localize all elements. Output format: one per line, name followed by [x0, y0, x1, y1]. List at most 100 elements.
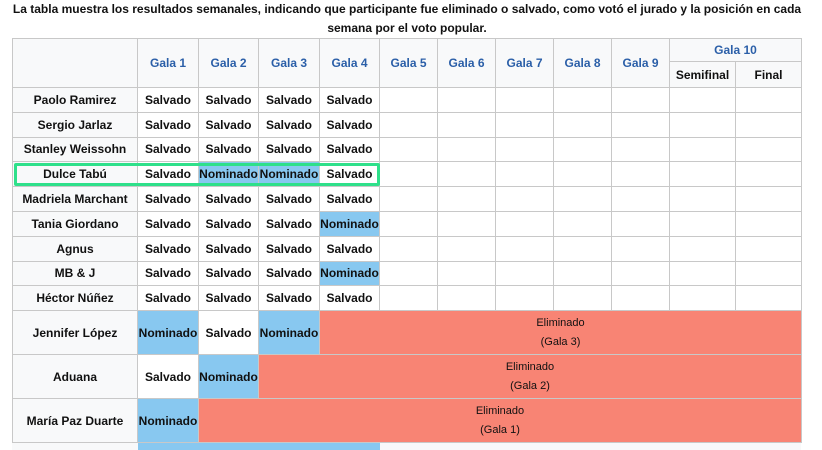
result-cell: Salvado [258, 87, 320, 113]
empty-cell [553, 235, 612, 262]
header-gala-1[interactable]: Gala 1 [137, 38, 199, 88]
contestant-name[interactable]: Héctor Núñez [12, 285, 138, 312]
contestant-name[interactable]: María Paz Duarte [12, 398, 138, 444]
result-cell: Nominado [198, 354, 259, 400]
empty-cell [495, 235, 554, 262]
empty-cell [379, 136, 438, 163]
table-row: Héctor Núñez Salvado Salvado Salvado Salvado [12, 285, 803, 312]
empty-cell [734, 285, 803, 312]
header-gala-10[interactable]: Gala 10 [668, 38, 803, 62]
result-cell: Salvado [319, 87, 380, 113]
empty-cell [437, 210, 496, 237]
empty-cell [669, 186, 736, 212]
table-row: Paolo Ramirez Salvado Salvado Salvado Salvad… [12, 87, 803, 113]
empty-cell [495, 87, 554, 113]
empty-cell [379, 260, 438, 287]
header-gala-6[interactable]: Gala 6 [437, 38, 496, 88]
contestant-name[interactable]: Jennifer López [12, 310, 138, 356]
contestant-name[interactable]: Paolo Ramirez [12, 87, 138, 113]
empty-cell [611, 111, 670, 138]
header-gala-3[interactable]: Gala 3 [258, 38, 320, 88]
result-cell: Salvado [198, 285, 259, 312]
table-row: Aduana Salvado Nominado Eliminado (Gala 2) [12, 354, 803, 400]
empty-cell [611, 260, 670, 287]
caption-line-2: semana por el voto popular. [327, 21, 487, 35]
result-cell: Salvado [198, 235, 259, 262]
contestant-name[interactable]: Agnus [12, 235, 138, 262]
result-cell: Salvado [198, 310, 259, 356]
empty-cell [379, 285, 438, 312]
table-row: Dulce Tabú Salvado Nominado Nominado Salvado [12, 161, 803, 188]
header-gala-7[interactable]: Gala 7 [495, 38, 554, 88]
header-gala-8[interactable]: Gala 8 [553, 38, 612, 88]
result-cell: Salvado [137, 87, 199, 113]
eliminated-gala: (Gala 3) [540, 335, 581, 348]
empty-cell [379, 235, 438, 262]
header-gala-9[interactable]: Gala 9 [611, 38, 670, 88]
next-row-nominado-cell [138, 443, 380, 450]
empty-cell [734, 87, 803, 113]
empty-cell [553, 186, 612, 212]
result-cell: Salvado [258, 186, 320, 212]
result-cell: Salvado [258, 260, 320, 287]
empty-cell [734, 210, 803, 237]
table-row: Tania Giordano Salvado Salvado Salvado Nomin… [12, 210, 803, 237]
results-table: Gala 1 Gala 2 Gala 3 Gala 4 Gala 5 Gala … [12, 38, 803, 444]
eliminated-label: Eliminado [475, 404, 525, 417]
result-cell: Salvado [198, 186, 259, 212]
empty-cell [553, 260, 612, 287]
contestant-name[interactable]: Sergio Jarlaz [12, 111, 138, 138]
empty-cell [437, 111, 496, 138]
header-gala-2[interactable]: Gala 2 [198, 38, 259, 88]
empty-cell [669, 87, 736, 113]
table-row: Jennifer López Nominado Salvado Nominado Eli… [12, 310, 803, 356]
eliminated-cell: Eliminado (Gala 1) [197, 398, 803, 444]
result-cell: Salvado [137, 186, 199, 212]
result-cell: Salvado [258, 285, 320, 312]
empty-cell [669, 285, 736, 312]
empty-cell [669, 260, 736, 287]
empty-cell [669, 111, 736, 138]
contestant-name[interactable]: MB & J [12, 260, 138, 287]
contestant-name[interactable]: Aduana [12, 354, 138, 400]
result-cell: Nominado [319, 260, 380, 287]
contestant-name[interactable]: Stanley Weissohn [12, 136, 138, 163]
empty-cell [495, 260, 554, 287]
header-gala-5[interactable]: Gala 5 [379, 38, 438, 88]
result-cell: Salvado [258, 235, 320, 262]
empty-cell [611, 136, 670, 163]
contestant-name[interactable]: Madriela Marchant [12, 186, 138, 212]
caption-line-1: La tabla muestra los resultados semanale… [12, 2, 802, 16]
empty-cell [379, 161, 438, 188]
header-gala-4[interactable]: Gala 4 [319, 38, 380, 88]
empty-cell [437, 260, 496, 287]
empty-cell [495, 136, 554, 163]
empty-cell [379, 87, 438, 113]
contestant-name[interactable]: Dulce Tabú [12, 161, 138, 188]
result-cell: Salvado [137, 260, 199, 287]
result-cell: Salvado [258, 210, 320, 237]
result-cell: Salvado [137, 161, 199, 188]
empty-cell [437, 136, 496, 163]
empty-cell [734, 161, 803, 188]
empty-cell [669, 235, 736, 262]
result-cell: Salvado [319, 285, 380, 312]
result-cell: Salvado [319, 136, 380, 163]
contestant-name[interactable]: Tania Giordano [12, 210, 138, 237]
result-cell: Salvado [319, 235, 380, 262]
result-cell: Salvado [137, 210, 199, 237]
table-row: Madriela Marchant Salvado Salvado Salvado Sa… [12, 186, 803, 212]
result-cell: Salvado [198, 136, 259, 163]
empty-cell [611, 235, 670, 262]
empty-cell [669, 161, 736, 188]
result-cell: Salvado [137, 235, 199, 262]
empty-cell [611, 210, 670, 237]
empty-cell [611, 161, 670, 188]
result-cell: Salvado [137, 111, 199, 138]
table-row: Sergio Jarlaz Salvado Salvado Salvado Salvad… [12, 111, 803, 138]
result-cell: Salvado [319, 161, 380, 188]
result-cell: Salvado [319, 111, 380, 138]
result-cell: Salvado [258, 136, 320, 163]
empty-cell [437, 285, 496, 312]
empty-cell [379, 111, 438, 138]
